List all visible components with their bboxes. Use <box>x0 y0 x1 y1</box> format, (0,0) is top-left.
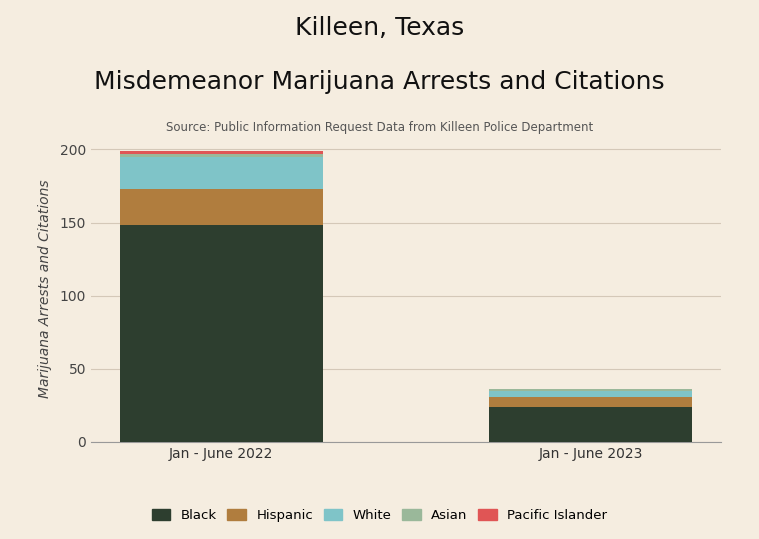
Bar <box>490 391 692 397</box>
Bar <box>490 389 692 391</box>
Y-axis label: Marijuana Arrests and Citations: Marijuana Arrests and Citations <box>37 179 52 398</box>
Text: Killeen, Texas: Killeen, Texas <box>295 16 464 40</box>
Bar <box>120 225 323 442</box>
Legend: Black, Hispanic, White, Asian, Pacific Islander: Black, Hispanic, White, Asian, Pacific I… <box>146 503 613 527</box>
Text: Source: Public Information Request Data from Killeen Police Department: Source: Public Information Request Data … <box>166 121 593 134</box>
Bar <box>120 157 323 189</box>
Bar <box>490 407 692 442</box>
Bar <box>120 151 323 154</box>
Bar <box>120 189 323 225</box>
Text: Misdemeanor Marijuana Arrests and Citations: Misdemeanor Marijuana Arrests and Citati… <box>94 70 665 94</box>
Bar <box>120 154 323 157</box>
Bar <box>490 397 692 407</box>
